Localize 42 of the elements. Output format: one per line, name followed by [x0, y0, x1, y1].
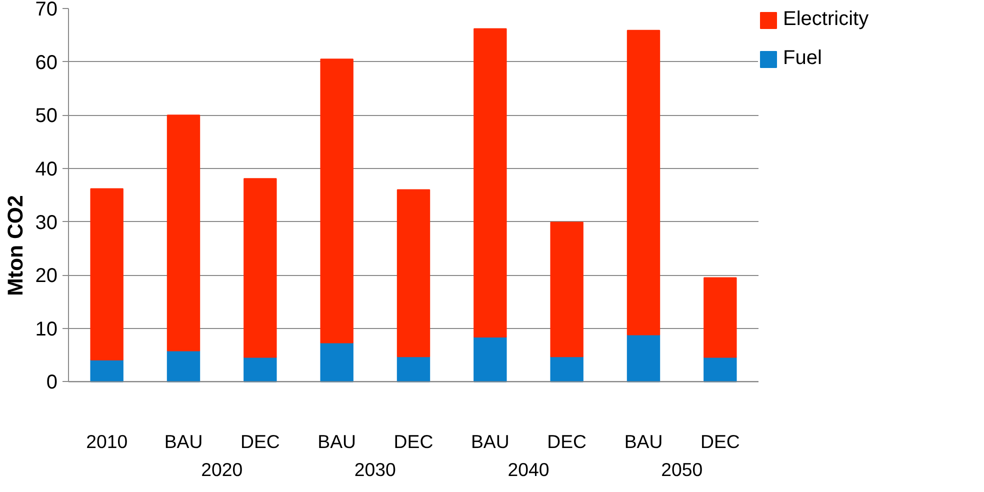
bar: [626, 334, 660, 382]
bar: [90, 188, 124, 360]
x-tick-label: BAU: [624, 430, 663, 452]
bar: [244, 178, 277, 358]
x-tick-label: DEC: [700, 430, 740, 452]
bar: [396, 189, 430, 358]
bar: [320, 342, 354, 382]
y-tick-label: 40: [35, 158, 58, 180]
y-tick-label: 50: [35, 105, 58, 128]
x-tick-label: 2010: [86, 430, 128, 452]
x-tick-label: DEC: [547, 430, 587, 452]
text: 2050: [661, 458, 703, 480]
y-tick-label: 60: [35, 52, 58, 74]
y-tick-label: 10: [35, 318, 58, 340]
x-tick-label: BAU: [318, 430, 356, 452]
text: 2030: [354, 458, 396, 480]
bar: [704, 277, 737, 358]
bar: [550, 222, 584, 358]
legend-label: Fuel: [783, 47, 822, 70]
y-tick-label: 30: [35, 212, 58, 234]
y-tick-label: 20: [35, 265, 58, 288]
bar: [626, 30, 660, 336]
x-tick-label: DEC: [394, 430, 434, 452]
bar: [550, 356, 584, 382]
bar: [166, 350, 200, 382]
bar: [396, 356, 430, 382]
bar: [474, 336, 507, 382]
bar: [166, 114, 200, 352]
text: 2040: [508, 458, 550, 480]
x-tick-label: DEC: [240, 430, 280, 452]
bar: [320, 58, 354, 344]
bar: [704, 356, 737, 382]
text: 2020: [201, 458, 243, 480]
y-axis-title: Mton CO2: [3, 195, 28, 296]
x-tick-label: BAU: [470, 430, 510, 452]
y-tick-label: 70: [35, 0, 58, 20]
bar: [474, 28, 507, 338]
legend-label: Electricity: [783, 8, 869, 31]
bar: [90, 359, 124, 382]
bar: [244, 356, 277, 382]
y-tick-label: 0: [46, 372, 58, 394]
x-tick-label: BAU: [164, 430, 203, 452]
